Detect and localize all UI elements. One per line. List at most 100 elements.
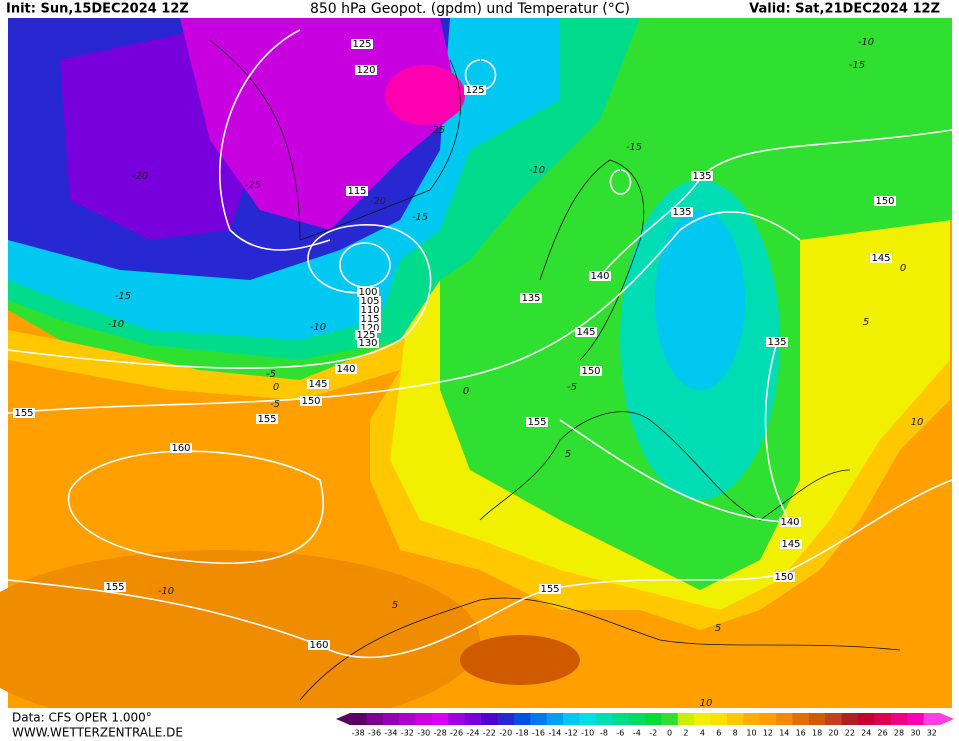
label-box — [355, 330, 377, 340]
temperature-label: -15 — [626, 142, 642, 153]
colorbar-label: 16 — [796, 729, 806, 738]
colorbar-label: -26 — [450, 729, 463, 738]
label-box — [359, 323, 381, 333]
temperature-label: -15 — [412, 212, 428, 223]
colorbar-swatch — [825, 713, 843, 725]
website: WWW.WETTERZENTRALE.DE — [12, 726, 183, 740]
colorbar-arrow-low — [336, 713, 350, 725]
header-bar — [0, 0, 959, 18]
geopotential-label: 150 — [301, 396, 320, 407]
geopotential-label: 140 — [590, 271, 609, 282]
colorbar-label: 4 — [700, 729, 705, 738]
label-box — [346, 186, 368, 196]
geopotential-label: 140 — [780, 517, 799, 528]
colorbar-swatch — [710, 713, 728, 725]
field-dark-orange — [0, 550, 480, 730]
label-box — [170, 443, 192, 453]
colorbar-label: 18 — [812, 729, 822, 738]
geopotential-label: 125 — [352, 39, 371, 50]
geopotential-label: 155 — [527, 417, 546, 428]
colorbar-label: -10 — [581, 729, 594, 738]
colorbar-label: -28 — [434, 729, 447, 738]
geopotential-label: 155 — [14, 408, 33, 419]
label-box — [580, 366, 602, 376]
field-magenta — [385, 65, 465, 125]
geopotential-label: 115 — [360, 314, 379, 325]
contour-labels: 1251201251151001051101151201251301401451… — [13, 37, 923, 709]
geopotential-label: 150 — [581, 366, 600, 377]
geopotential-label: 145 — [308, 379, 327, 390]
label-box — [575, 327, 597, 337]
label-box — [351, 39, 373, 49]
coast-scandinavia — [539, 159, 645, 361]
colorbar-label: -32 — [401, 729, 414, 738]
temperature-label: -25 — [429, 125, 445, 136]
colorbar-label: 32 — [927, 729, 937, 738]
colorbar-label: -36 — [368, 729, 381, 738]
isohypse — [67, 450, 324, 564]
isohypse — [219, 29, 331, 251]
colorbar-label: -18 — [516, 729, 529, 738]
temperature-label: 5 — [863, 317, 869, 328]
colorbar-swatch — [726, 713, 744, 725]
label-box — [307, 379, 329, 389]
label-box — [539, 584, 561, 594]
geopotential-label: 135 — [692, 171, 711, 182]
temperature-label: -10 — [858, 37, 874, 48]
label-box — [464, 85, 486, 95]
colorbar-swatch — [579, 713, 597, 725]
geopotential-label: 135 — [521, 293, 540, 304]
field-purple — [180, 18, 460, 230]
colorbar-label: -24 — [466, 729, 479, 738]
colorbar-swatch — [513, 713, 531, 725]
colorbar-label: -34 — [384, 729, 397, 738]
geopotential-label: 140 — [336, 364, 355, 375]
colorbar-swatch — [776, 713, 793, 725]
colorbar-swatch — [366, 713, 384, 725]
isohypse — [339, 242, 391, 288]
colorbar-swatch — [497, 713, 515, 725]
label-box — [671, 207, 693, 217]
colorbar-label: -6 — [616, 729, 624, 738]
colorbar-swatch — [563, 713, 580, 725]
colorbar-label: -4 — [633, 729, 641, 738]
temperature-label: -15 — [849, 60, 865, 71]
temperature-label: -10 — [158, 586, 174, 597]
colorbar-label: -14 — [548, 729, 561, 738]
isohypse — [609, 169, 632, 195]
geopotential-label: 150 — [774, 572, 793, 583]
geopotential-label: 155 — [257, 414, 276, 425]
label-box — [691, 171, 713, 181]
temperature-label: 0 — [463, 386, 469, 397]
colorbar-swatch — [612, 713, 630, 725]
colorbar-swatch — [382, 713, 400, 725]
colorbar-label: 2 — [683, 729, 688, 738]
geopotential-label: 145 — [871, 253, 890, 264]
label-box — [359, 314, 381, 324]
temperature-label: -5 — [266, 369, 276, 380]
colorbar-label: 26 — [878, 729, 888, 738]
colorbar-swatch — [792, 713, 810, 725]
colorbar-swatch — [858, 713, 875, 725]
isohypse — [599, 129, 953, 277]
label-box — [308, 640, 330, 650]
colorbar-label: 30 — [910, 729, 920, 738]
colorbar-swatch — [759, 713, 777, 725]
colorbar-label: -2 — [649, 729, 657, 738]
data-source: Data: CFS OPER 1.000° — [12, 711, 152, 725]
colorbar-label: 20 — [828, 729, 838, 738]
label-box — [779, 517, 801, 527]
colorbar-swatch — [677, 713, 695, 725]
colorbar-swatch — [661, 713, 679, 725]
colorbar-swatch — [431, 713, 449, 725]
colorbar-swatch — [399, 713, 417, 725]
colorbar-swatch — [530, 713, 548, 725]
colorbar-swatch — [481, 713, 498, 725]
coastlines — [209, 39, 901, 701]
geopotential-label: 100 — [358, 287, 377, 298]
colorbar: -38 -36 -34 -32 -30 -28 -26 -24 -22 -20 -18 -16 -14-… — [336, 713, 954, 738]
label-box — [359, 296, 381, 306]
label-box — [13, 408, 35, 418]
temperature-label: -20 — [132, 171, 148, 182]
